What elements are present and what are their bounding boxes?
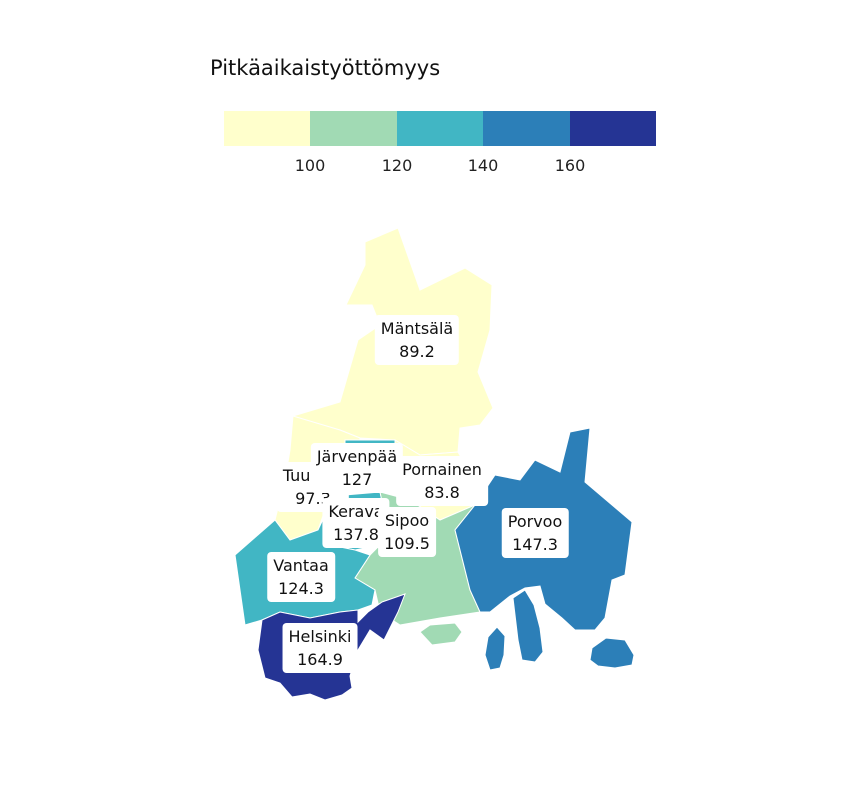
municipality-value: 89.2: [399, 342, 435, 361]
map-label-helsinki: Helsinki 164.9: [282, 623, 358, 673]
municipality-value: 109.5: [384, 534, 430, 553]
municipality-value: 137.8: [333, 525, 379, 544]
map-label-porvoo: Porvoo 147.3: [501, 508, 569, 558]
legend-title: Pitkäaikaistyöttömyys: [210, 56, 441, 80]
map-label-mantsala: Mäntsälä 89.2: [374, 315, 460, 365]
map-label-jarvenpaa: Järvenpää 127: [310, 443, 404, 493]
municipality-sipoo-islet[interactable]: [419, 622, 463, 646]
municipality-name: Pornainen: [402, 460, 482, 479]
municipality-name: Sipoo: [384, 511, 430, 530]
municipality-name: Järvenpää: [316, 447, 398, 466]
map-label-pornainen: Pornainen 83.8: [396, 456, 488, 506]
municipality-name: Vantaa: [273, 556, 329, 575]
municipality-name: Mäntsälä: [380, 319, 454, 338]
municipality-value: 97.3: [295, 489, 331, 508]
legend-tick: 160: [554, 156, 586, 175]
legend-swatch: [483, 111, 570, 146]
legend-swatch: [310, 111, 397, 146]
municipality-value: 147.3: [512, 535, 558, 554]
municipality-name: Porvoo: [507, 512, 563, 531]
municipality-name: Helsinki: [288, 627, 352, 646]
legend-tick: 120: [381, 156, 413, 175]
municipality-porvoo-island[interactable]: [589, 637, 635, 669]
municipality-porvoo-island[interactable]: [512, 589, 544, 663]
municipality-porvoo-island[interactable]: [484, 626, 506, 671]
municipality-value: 124.3: [278, 579, 324, 598]
municipality-value: 83.8: [424, 483, 460, 502]
legend-tick: 140: [467, 156, 499, 175]
legend-swatch: [224, 111, 311, 146]
map-label-vantaa: Vantaa 124.3: [267, 552, 335, 602]
municipality-value: 127: [341, 470, 373, 489]
legend-tick: 100: [294, 156, 326, 175]
legend-swatch: [396, 111, 484, 146]
legend-color-bar: [224, 111, 656, 146]
map-label-sipoo: Sipoo 109.5: [378, 507, 436, 557]
municipality-value: 164.9: [297, 650, 343, 669]
legend-swatch: [569, 111, 656, 146]
municipality-name: Kerava: [328, 502, 384, 521]
